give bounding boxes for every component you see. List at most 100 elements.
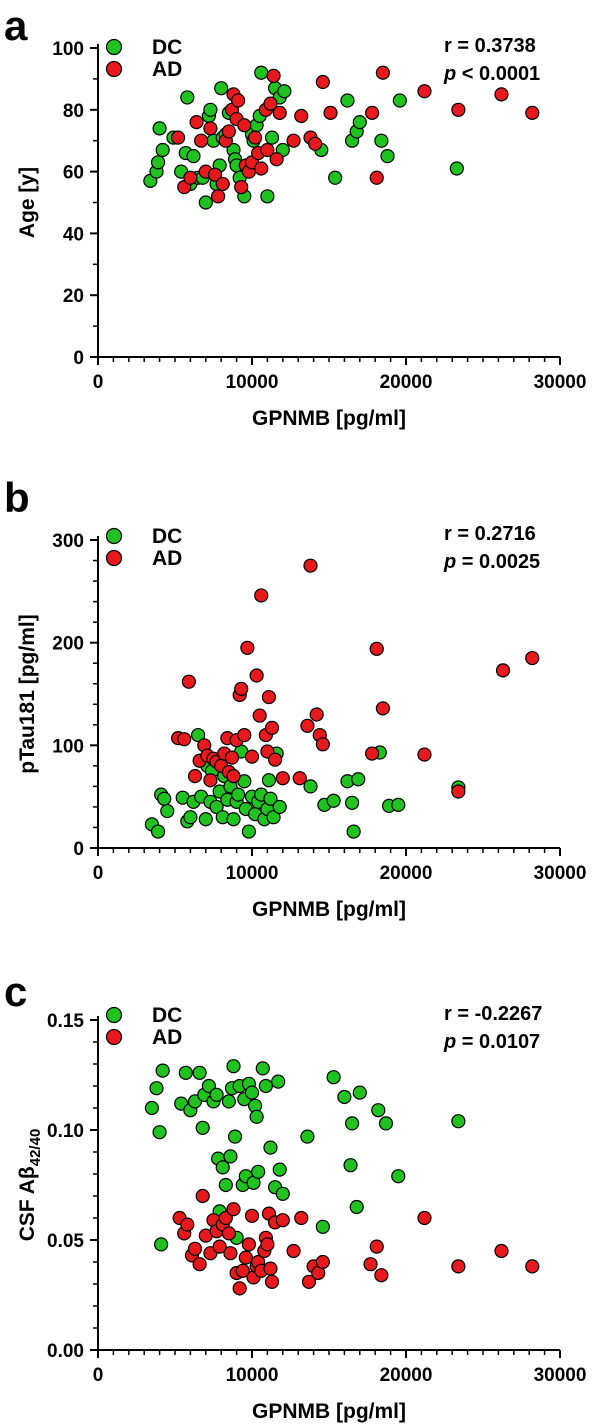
- data-point-ad: [183, 170, 198, 185]
- data-point-ad: [525, 105, 540, 120]
- data-point-dc: [155, 142, 170, 158]
- data-point-ad: [264, 1274, 280, 1289]
- data-point-ad: [301, 1274, 317, 1289]
- data-point-ad: [494, 1243, 509, 1259]
- data-point-dc: [209, 1087, 224, 1102]
- legend-label-dc: DC: [152, 1004, 182, 1027]
- y-tick-label: 0: [73, 839, 84, 860]
- data-point-dc: [378, 1116, 394, 1131]
- data-point-dc: [221, 1094, 236, 1109]
- legend-label-ad: AD: [152, 547, 182, 570]
- data-point-ad: [212, 1239, 227, 1254]
- data-point-dc: [258, 1078, 273, 1094]
- data-point-ad: [263, 1261, 278, 1276]
- data-point-dc: [260, 189, 275, 204]
- data-point-ad: [221, 1226, 236, 1241]
- data-point-dc: [152, 121, 167, 136]
- panel-letter: a: [4, 2, 28, 49]
- data-point-ad: [240, 640, 255, 655]
- data-point-ad: [192, 1257, 207, 1272]
- data-point-dc: [152, 1125, 167, 1140]
- legend-label-dc: DC: [152, 36, 182, 59]
- x-tick-label: 10000: [226, 372, 279, 393]
- y-tick-label: 40: [63, 224, 84, 245]
- legend-marker-ad: [105, 60, 123, 78]
- data-point-ad: [300, 718, 315, 733]
- x-tick-label: 10000: [226, 1365, 279, 1386]
- data-point-ad: [232, 1281, 247, 1296]
- y-tick-label: 0.00: [47, 1341, 84, 1362]
- data-point-ad: [249, 668, 264, 683]
- data-point-dc: [272, 1162, 287, 1177]
- stat-r: r = -0.2267: [444, 1003, 542, 1025]
- data-point-ad: [268, 752, 283, 767]
- data-point-dc: [300, 1129, 315, 1144]
- data-point-dc: [352, 1085, 367, 1100]
- data-point-ad: [224, 750, 240, 765]
- data-point-dc: [271, 1074, 286, 1089]
- data-point-ad: [363, 1257, 378, 1272]
- data-point-ad: [294, 108, 309, 124]
- data-point-ad: [315, 737, 330, 752]
- data-point-dc: [231, 787, 246, 802]
- x-tick-label: 20000: [380, 1365, 433, 1386]
- data-point-dc: [266, 810, 281, 825]
- data-point-dc: [349, 1199, 364, 1215]
- y-tick-label: 80: [63, 101, 84, 122]
- data-point-dc: [244, 1085, 260, 1100]
- data-point-dc: [154, 1237, 169, 1252]
- data-point-dc: [150, 824, 166, 839]
- panel-letter: c: [4, 968, 27, 1015]
- data-point-dc: [255, 1061, 270, 1076]
- data-point-ad: [254, 588, 269, 603]
- data-point-ad: [494, 87, 509, 102]
- y-tick-label: 0.15: [47, 1011, 84, 1032]
- legend-marker-dc: [105, 38, 123, 56]
- data-point-dc: [345, 1116, 360, 1131]
- data-point-dc: [345, 795, 360, 810]
- data-point-ad: [269, 152, 284, 167]
- data-point-ad: [218, 1210, 233, 1226]
- data-point-dc: [371, 1103, 386, 1118]
- data-point-dc: [449, 161, 464, 176]
- data-point-dc: [392, 93, 407, 108]
- data-point-dc: [198, 812, 213, 827]
- data-point-dc: [315, 1219, 330, 1234]
- data-point-dc: [277, 84, 292, 99]
- legend-marker-ad: [105, 1028, 123, 1046]
- x-tick-label: 0: [93, 372, 104, 393]
- y-tick-label: 200: [52, 634, 84, 655]
- y-tick-label: 300: [52, 531, 84, 552]
- x-tick-label: 20000: [380, 372, 433, 393]
- data-point-ad: [264, 720, 280, 735]
- y-tick-label: 20: [63, 286, 84, 307]
- data-point-ad: [181, 674, 196, 689]
- data-point-ad: [308, 136, 323, 151]
- data-point-ad: [244, 749, 260, 764]
- legend-label-ad: AD: [152, 58, 182, 81]
- y-axis-title: CSF Aβ42/40: [16, 1129, 44, 1242]
- data-point-dc: [254, 65, 269, 80]
- data-point-ad: [244, 1208, 260, 1223]
- x-tick-label: 30000: [534, 863, 587, 884]
- data-point-ad: [323, 105, 338, 120]
- data-point-dc: [183, 810, 198, 825]
- y-tick-label: 100: [52, 39, 84, 60]
- data-point-dc: [155, 1063, 170, 1078]
- x-tick-label: 20000: [380, 863, 433, 884]
- data-point-ad: [525, 650, 540, 666]
- data-point-ad: [369, 1239, 384, 1254]
- data-point-ad: [263, 96, 278, 111]
- x-axis-title: GPNMB [pg/ml]: [252, 1400, 406, 1423]
- data-point-dc: [391, 1169, 406, 1184]
- data-point-ad: [260, 142, 275, 158]
- y-axis-title: Age [y]: [16, 167, 39, 238]
- data-point-ad: [375, 701, 390, 716]
- stat-r: r = 0.3738: [444, 35, 536, 57]
- data-point-ad: [203, 773, 218, 788]
- data-point-dc: [214, 81, 229, 96]
- data-point-ad: [261, 689, 277, 705]
- data-point-dc: [263, 1140, 278, 1155]
- data-point-dc: [160, 803, 175, 819]
- data-point-ad: [375, 65, 390, 80]
